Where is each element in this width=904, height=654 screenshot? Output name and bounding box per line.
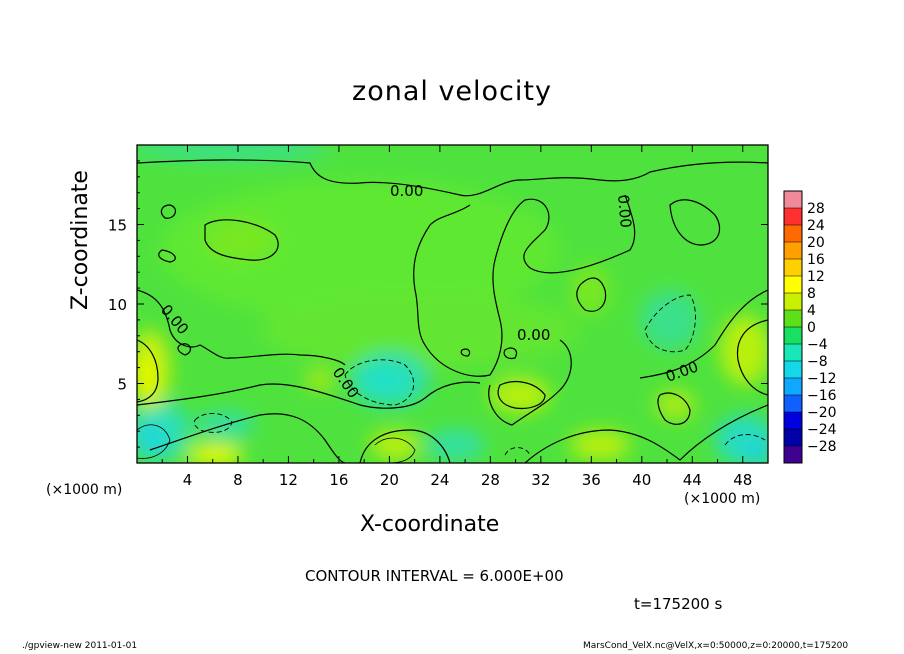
contour-line-right-edge-loop (736, 319, 768, 396)
contour-line-top (137, 159, 768, 197)
contour-line-ellipse-upper-left (204, 219, 279, 261)
shaded-field (137, 145, 768, 463)
x-unit-right: (×1000 m) (684, 491, 761, 507)
colorbar-label: 16 (807, 252, 825, 268)
contour-label: 0.00 (390, 182, 423, 200)
x-tick-label: 40 (632, 471, 651, 489)
colorbar-label: 12 (807, 269, 825, 285)
colorbar-swatch (784, 259, 802, 276)
contour-line-bottom-right (524, 404, 768, 463)
contour-line-dashed-4 (504, 447, 531, 456)
colorbar-label: −16 (807, 388, 837, 404)
x-tick-label: 12 (279, 471, 298, 489)
colorbar-swatch (784, 344, 802, 361)
colorbar-label: −28 (807, 439, 837, 455)
x-tick-label: 32 (531, 471, 550, 489)
contour-label: 0.00 (517, 326, 550, 344)
footer-left: ./gpview-new 2011-01-01 (22, 641, 138, 651)
y-tick-label: 15 (108, 217, 127, 235)
contour-line-dashed-1 (344, 359, 415, 406)
colorbar-swatch (784, 310, 802, 327)
chart-title: zonal velocity (352, 76, 552, 107)
colorbar-swatch (784, 242, 802, 259)
footer-right: MarsCond_VelX.nc@VelX,x=0:50000,z=0:2000… (583, 641, 849, 651)
contour-line-small-loop-2 (503, 347, 518, 360)
colorbar-label: 24 (807, 218, 825, 234)
colorbar-label: −24 (807, 422, 837, 438)
x-tick-label: 24 (430, 471, 449, 489)
colorbar-swatch (784, 412, 802, 429)
colorbar-swatch (784, 225, 802, 242)
y-axis-ticks: 5 10 15 (108, 160, 768, 448)
contour-line-ellipse-mid-lower (497, 381, 546, 410)
x-axis-label: X-coordinate (360, 512, 500, 537)
colorbar-swatch (784, 191, 802, 208)
contour-line-center (413, 194, 636, 377)
time-label: t=175200 s (634, 595, 723, 613)
y-tick-label: 5 (117, 376, 127, 394)
colorbar-swatch (784, 276, 802, 293)
contour-line-dashed-5 (724, 434, 766, 446)
contour-line-right-upper-loop (669, 199, 721, 246)
colorbar-swatch (784, 208, 802, 225)
contour-line-dashed-3 (193, 413, 233, 433)
colorbar-label: 28 (807, 201, 825, 217)
contour-line-right-band (639, 289, 768, 379)
contour-line-small-loop-3 (460, 348, 471, 357)
colorbar-label: −8 (807, 354, 828, 370)
contour-lines (137, 159, 768, 463)
colorbar-swatch (784, 293, 802, 310)
x-tick-label: 8 (233, 471, 243, 489)
colorbar-swatch (784, 361, 802, 378)
colorbar-label: 4 (807, 303, 816, 319)
x-unit-left: (×1000 m) (46, 482, 123, 498)
contour-line-left-small-2 (158, 249, 176, 263)
colorbar-label: 0 (807, 320, 816, 336)
contour-interval: CONTOUR INTERVAL = 6.000E+00 (305, 567, 564, 585)
x-tick-label: 28 (481, 471, 500, 489)
colorbar-label: −20 (807, 405, 837, 421)
x-tick-label: 20 (380, 471, 399, 489)
y-axis-label: Z-coordinate (68, 170, 93, 310)
contour-line-thin-1 (137, 424, 171, 459)
colorbar-swatch (784, 446, 802, 463)
contour-line-left-lower-loop (137, 339, 159, 403)
colorbar-swatch (784, 429, 802, 446)
x-tick-label: 36 (582, 471, 601, 489)
y-tick-label: 10 (108, 296, 127, 314)
x-tick-label: 16 (329, 471, 348, 489)
x-tick-label: 48 (733, 471, 752, 489)
colorbar-swatch (784, 395, 802, 412)
colorbar-label: 8 (807, 286, 816, 302)
contour-line-bottom-mid (359, 429, 451, 463)
contour-line-bottom-left (149, 413, 346, 463)
contour-line-small-right-loop (657, 392, 691, 425)
x-tick-label: 44 (683, 471, 702, 489)
contour-label: 0.00 (614, 194, 635, 229)
contour-line-left-wave (137, 289, 346, 366)
colorbar-label: 20 (807, 235, 825, 251)
contour-line-dashed-2 (644, 294, 696, 353)
contour-line-ellipse-right (576, 277, 607, 312)
contour-line-thin-2 (374, 437, 416, 463)
colorbar-swatch (784, 378, 802, 395)
contour-line-middle-band (137, 381, 481, 409)
colorbar-label: −4 (807, 337, 828, 353)
colorbar-label: −12 (807, 371, 837, 387)
contour-line-small-loop-1 (177, 343, 192, 356)
contour-line-left-small (160, 204, 177, 219)
x-tick-label: 4 (183, 471, 193, 489)
contour-line-lower-center (488, 339, 572, 426)
x-axis-ticks: 4 8 12 16 20 24 28 32 36 40 44 48 (161, 145, 752, 489)
colorbar-swatch (784, 327, 802, 344)
